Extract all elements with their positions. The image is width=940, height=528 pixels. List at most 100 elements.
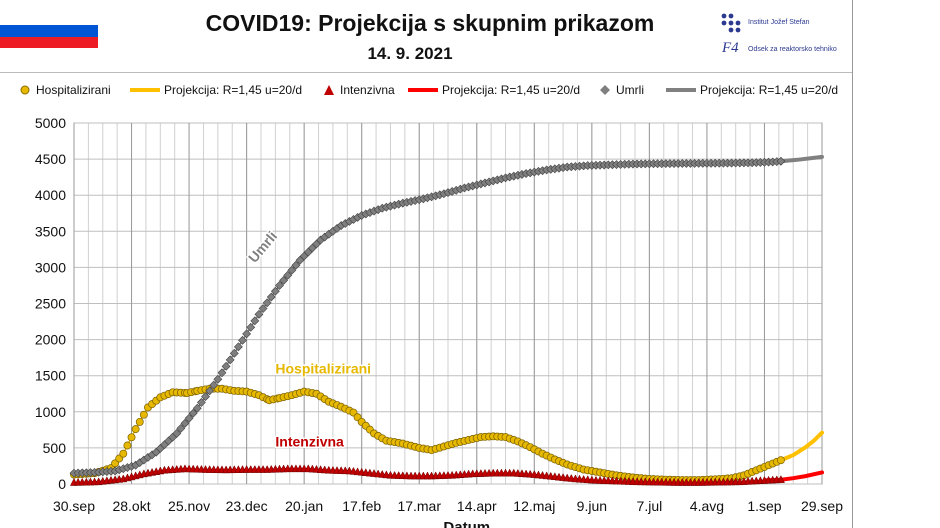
x-tick-label: 23.dec: [226, 498, 268, 514]
y-tick-label: 5000: [35, 115, 66, 131]
umrli-point: [283, 270, 293, 280]
chart-plot: 0 500 1000 1500 2000 2500 3000 3500 4000 4500 5000…: [35, 115, 843, 528]
legend-item-hospitalizirani: Hospitalizirani: [18, 80, 111, 100]
chart-legend: Hospitalizirani Projekcija: R=1,45 u=20/…: [0, 80, 852, 100]
legend-label: Intenzivna: [340, 83, 395, 97]
umrli-point: [205, 386, 215, 396]
legend-circle-marker-icon: [20, 85, 30, 95]
legend-line-icon: [666, 88, 696, 92]
umrli-point: [225, 355, 235, 365]
umrli-point: [262, 298, 272, 308]
umrli-point: [180, 418, 190, 428]
x-tick-label: 7.jul: [637, 498, 663, 514]
x-tick-label: 12.maj: [513, 498, 555, 514]
legend-item-umrli: Umrli: [598, 80, 644, 100]
y-tick-label: 2000: [35, 332, 66, 348]
umrli-point: [250, 316, 260, 326]
hospitalizirani-point: [119, 449, 128, 458]
hospitalizirani-point: [127, 433, 136, 442]
series-annotation: Intenzivna: [275, 433, 344, 449]
f4-mark-icon: F4: [722, 40, 739, 56]
y-tick-label: 1000: [35, 404, 66, 420]
umrli-point: [776, 156, 786, 166]
legend-item-projekcija-umrli: Projekcija: R=1,45 u=20/d: [666, 80, 838, 100]
y-tick-label: 1500: [35, 368, 66, 384]
umrli-point: [184, 413, 194, 423]
umrli-point: [201, 392, 210, 402]
ijs-logo-text: Institut Jožef Stefan: [748, 19, 810, 26]
legend-item-intenzivna: Intenzivna: [322, 80, 395, 100]
chart-date: 14. 9. 2021: [367, 44, 453, 63]
hospitalizirani-point: [123, 441, 132, 450]
umrli-point: [258, 304, 268, 313]
right-border: [852, 0, 853, 528]
y-tick-label: 0: [58, 476, 66, 492]
flag-stripe-red: [0, 36, 98, 48]
umrli-point: [213, 374, 223, 384]
umrli-point: [270, 286, 280, 296]
legend-line-icon: [130, 88, 160, 92]
legend-line-icon: [408, 88, 438, 92]
umrli-point: [291, 260, 301, 270]
x-axis-label: Datum: [443, 519, 490, 528]
flag-stripe-white: [0, 14, 98, 26]
x-tick-label: 1.sep: [747, 498, 781, 514]
hospitalizirani-point: [139, 410, 148, 419]
legend-label: Projekcija: R=1,45 u=20/d: [164, 83, 303, 97]
ijs-dots-icon: [721, 13, 741, 33]
header-divider: [0, 72, 852, 73]
legend-label: Umrli: [616, 83, 644, 97]
x-tick-label: 29.sep: [801, 498, 843, 514]
f4-logo-text: Odsek za reaktorsko tehniko: [748, 46, 837, 53]
y-tick-label: 4000: [35, 187, 66, 203]
hospitalizirani-point: [131, 425, 140, 434]
series-annotation: Hospitalizirani: [275, 361, 371, 377]
x-tick-label: 4.avg: [690, 498, 724, 514]
chart-title: COVID19: Projekcija s skupnim prikazom: [205, 10, 655, 36]
umrli-point: [233, 342, 243, 352]
slovenia-flag: [0, 14, 98, 48]
umrli-point: [242, 329, 252, 339]
umrli-point: [279, 275, 289, 285]
flag-stripe-blue: [0, 25, 98, 37]
umrli-point: [275, 281, 284, 290]
umrli-point: [209, 380, 219, 390]
x-tick-label: 25.nov: [168, 498, 210, 514]
y-tick-label: 3500: [35, 223, 66, 239]
f4-logo: F4 Odsek za reaktorsko tehniko: [722, 40, 847, 62]
umrli-point: [238, 335, 247, 345]
legend-triangle-marker-icon: [324, 85, 334, 95]
legend-diamond-marker-icon: [600, 85, 610, 95]
y-tick-label: 3000: [35, 259, 66, 275]
x-tick-label: 17.mar: [397, 498, 441, 514]
umrli-point: [266, 292, 276, 302]
x-tick-label: 14.apr: [457, 498, 497, 514]
umrli-point: [192, 403, 202, 413]
umrli-point: [221, 361, 231, 371]
legend-label: Projekcija: R=1,45 u=20/d: [700, 83, 839, 97]
y-tick-label: 2500: [35, 296, 66, 312]
umrli-point: [254, 309, 264, 319]
y-tick-label: 500: [43, 440, 67, 456]
umrli-point: [246, 322, 256, 332]
x-tick-label: 17.feb: [342, 498, 381, 514]
legend-item-projekcija-int: Projekcija: R=1,45 u=20/d: [408, 80, 580, 100]
ijs-logo: Institut Jožef Stefan: [720, 12, 845, 36]
legend-label: Hospitalizirani: [36, 83, 111, 97]
umrli-point: [229, 348, 239, 358]
umrli-point: [172, 429, 182, 438]
legend-item-projekcija-hosp: Projekcija: R=1,45 u=20/d: [130, 80, 302, 100]
x-tick-label: 30.sep: [53, 498, 95, 514]
umrli-point: [176, 423, 186, 433]
y-tick-label: 4500: [35, 151, 66, 167]
hospitalizirani-point: [135, 417, 144, 426]
x-tick-label: 28.okt: [112, 498, 150, 514]
umrli-point: [188, 408, 198, 418]
x-tick-label: 9.jun: [577, 498, 607, 514]
umrli-point: [287, 265, 297, 275]
hospitalizirani-point: [776, 456, 785, 465]
umrli-point: [196, 397, 206, 407]
legend-label: Projekcija: R=1,45 u=20/d: [442, 83, 581, 97]
intenzivna-point: [776, 475, 785, 483]
umrli-point: [217, 368, 227, 378]
